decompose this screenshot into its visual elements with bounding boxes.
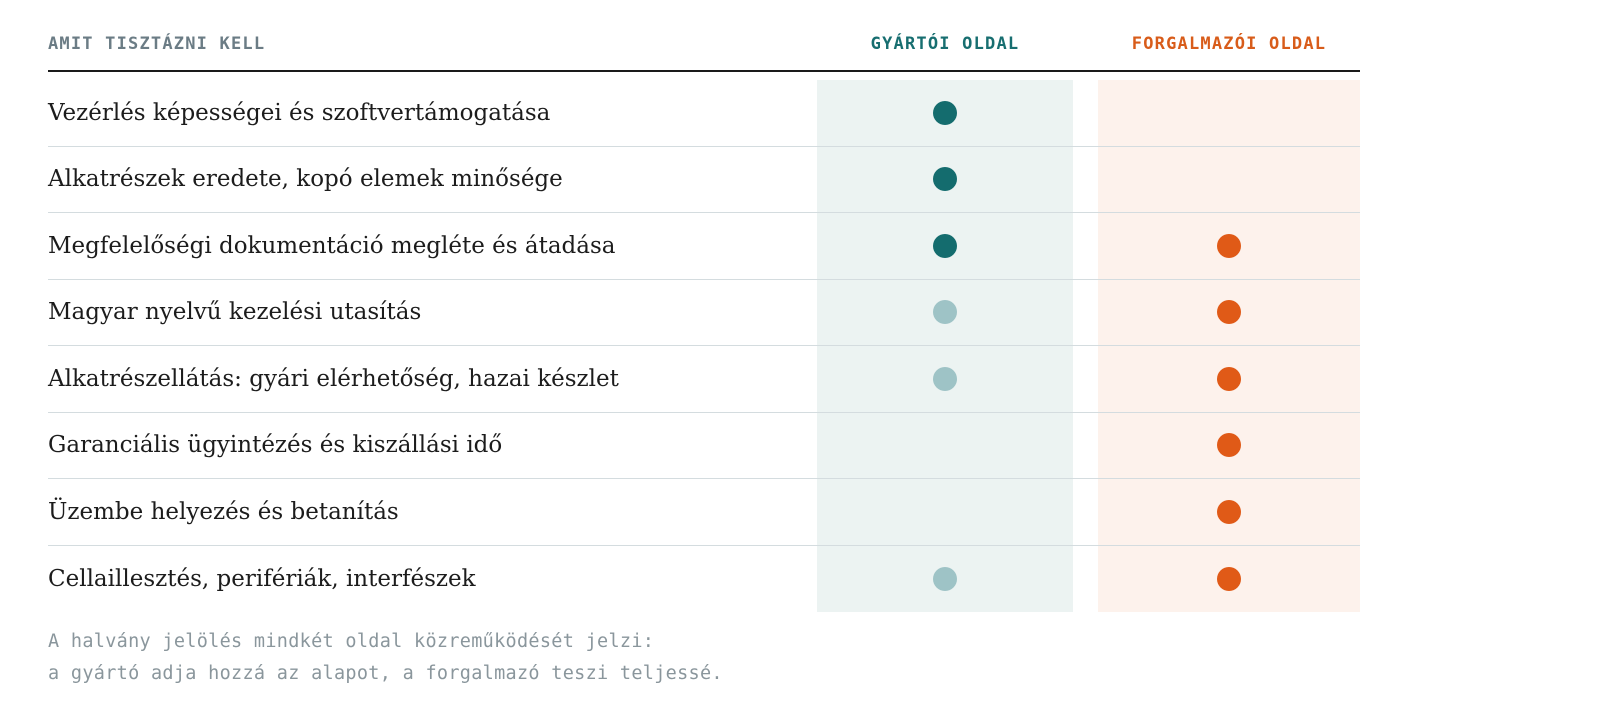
manufacturer-cell (817, 546, 1073, 613)
manufacturer-marker-dot (933, 100, 957, 125)
distributor-cell (1098, 213, 1360, 279)
distributor-cell (1098, 147, 1360, 213)
manufacturer-cell (817, 479, 1073, 545)
manufacturer-cell (817, 413, 1073, 479)
table-row: Cellaillesztés, perifériák, interfészek (48, 546, 1360, 613)
manufacturer-marker-dot (933, 366, 957, 391)
table-body: Vezérlés képességei és szoftvertámogatás… (48, 80, 1360, 612)
row-label: Megfelelőségi dokumentáció megléte és át… (48, 232, 616, 259)
manufacturer-marker-dot (933, 233, 957, 258)
footnote-line-1: A halvány jelölés mindkét oldal közreműk… (48, 631, 655, 652)
table-row: Garanciális ügyintézés és kiszállási idő (48, 413, 1360, 479)
distributor-marker-dot (1217, 366, 1241, 391)
manufacturer-cell (817, 213, 1073, 279)
manufacturer-cell (817, 147, 1073, 213)
row-label: Magyar nyelvű kezelési utasítás (48, 299, 422, 326)
row-label: Garanciális ügyintézés és kiszállási idő (48, 432, 503, 459)
distributor-cell (1098, 479, 1360, 545)
distributor-cell (1098, 280, 1360, 346)
distributor-column-header: FORGALMAZÓI OLDAL (1131, 34, 1327, 54)
manufacturer-marker-dot (933, 300, 957, 325)
distributor-cell (1098, 346, 1360, 412)
distributor-marker-dot (1217, 233, 1241, 258)
responsibility-matrix: AMIT TISZTÁZNI KELL GYÁRTÓI OLDAL FORGAL… (48, 0, 1360, 612)
row-label: Alkatrészek eredete, kopó elemek minőség… (48, 166, 563, 193)
manufacturer-marker-dot (933, 167, 957, 192)
table-row: Magyar nyelvű kezelési utasítás (48, 280, 1360, 346)
table-row: Alkatrészellátás: gyári elérhetőség, haz… (48, 346, 1360, 413)
manufacturer-cell (817, 280, 1073, 346)
manufacturer-cell (817, 346, 1073, 412)
table-row: Alkatrészek eredete, kopó elemek minőség… (48, 147, 1360, 213)
row-label: Cellaillesztés, perifériák, interfészek (48, 565, 476, 592)
distributor-marker-dot (1217, 433, 1241, 458)
row-label: Vezérlés képességei és szoftvertámogatás… (48, 99, 551, 126)
distributor-marker-dot (1217, 499, 1241, 524)
footnote-line-2: a gyártó adja hozzá az alapot, a forgalm… (48, 663, 723, 684)
row-label: Üzembe helyezés és betanítás (48, 498, 399, 525)
distributor-cell (1098, 413, 1360, 479)
manufacturer-cell (817, 80, 1073, 146)
distributor-marker-dot (1217, 566, 1241, 591)
row-label: Alkatrészellátás: gyári elérhetőség, haz… (48, 365, 619, 392)
table-header: AMIT TISZTÁZNI KELL GYÁRTÓI OLDAL FORGAL… (48, 0, 1360, 72)
table-row: Vezérlés képességei és szoftvertámogatás… (48, 80, 1360, 147)
footnote: A halvány jelölés mindkét oldal közreműk… (48, 626, 723, 690)
manufacturer-marker-dot (933, 566, 957, 591)
distributor-cell (1098, 80, 1360, 146)
distributor-cell (1098, 546, 1360, 613)
manufacturer-column-header: GYÁRTÓI OLDAL (870, 34, 1020, 54)
table-row: Megfelelőségi dokumentáció megléte és át… (48, 213, 1360, 280)
topic-column-header: AMIT TISZTÁZNI KELL (48, 34, 266, 54)
distributor-marker-dot (1217, 300, 1241, 325)
table-row: Üzembe helyezés és betanítás (48, 479, 1360, 546)
